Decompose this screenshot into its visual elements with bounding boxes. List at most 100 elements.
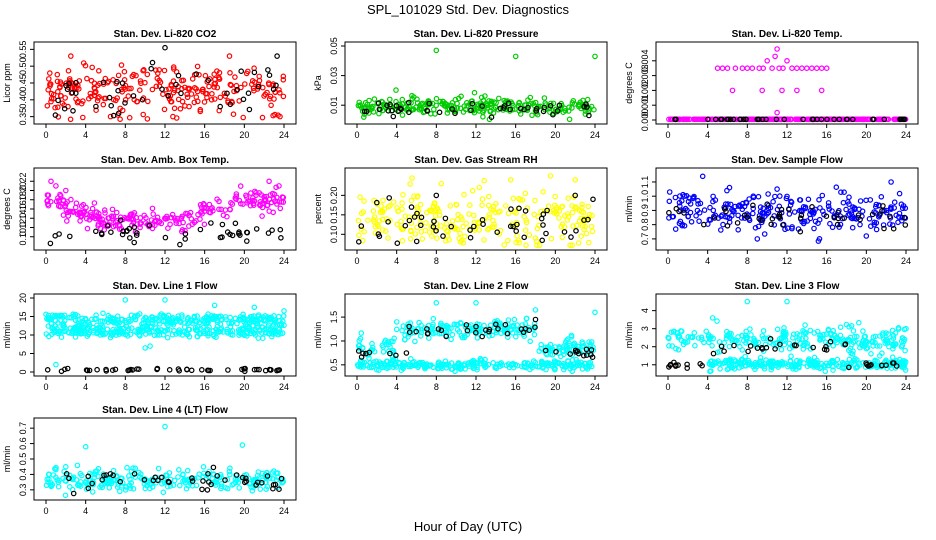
data-point [896, 190, 903, 197]
data-point [393, 87, 399, 93]
data-point [399, 237, 406, 244]
data-point [454, 216, 461, 223]
data-point [90, 214, 97, 220]
data-point [406, 214, 412, 220]
data-point [492, 321, 499, 328]
data-point [412, 338, 418, 345]
data-point [259, 470, 266, 477]
data-point [45, 76, 52, 82]
data-point [62, 324, 68, 331]
panel-ylabel: ml/min [2, 322, 12, 349]
data-point [699, 173, 706, 180]
data-point [74, 462, 81, 469]
data-point [857, 344, 863, 351]
data-point [843, 116, 850, 123]
data-point [435, 326, 442, 332]
x-tick-label: 8 [123, 506, 128, 516]
data-point [684, 365, 691, 371]
data-point [746, 359, 753, 366]
data-point [200, 463, 207, 470]
data-point [513, 228, 520, 234]
y-tick-label: 1 [640, 362, 650, 367]
data-point [774, 186, 780, 192]
data-point [791, 342, 798, 348]
data-point [438, 180, 445, 187]
data-point [517, 105, 524, 112]
data-point [147, 323, 154, 329]
y-tick-label: 0.22 [18, 172, 28, 190]
data-point [540, 189, 547, 195]
data-point [217, 313, 224, 320]
data-point [188, 216, 195, 222]
data-point [735, 339, 741, 346]
data-point [740, 116, 747, 123]
data-point [191, 313, 198, 320]
data-point [458, 237, 465, 244]
data-point [270, 112, 276, 119]
x-tick-label: 24 [901, 130, 911, 140]
data-point [240, 114, 247, 121]
data-point [538, 341, 545, 348]
data-point [579, 201, 585, 208]
data-point [788, 116, 794, 123]
data-point [200, 478, 206, 484]
data-point [195, 211, 201, 218]
data-point [433, 228, 439, 234]
data-point [110, 112, 117, 119]
data-point [592, 53, 598, 60]
data-point [687, 201, 694, 207]
data-point [876, 343, 883, 349]
data-point [82, 443, 89, 450]
data-point [903, 325, 909, 332]
data-point [831, 116, 837, 123]
data-point [259, 114, 266, 121]
data-point [578, 233, 585, 240]
data-point [108, 229, 114, 236]
data-point [371, 218, 377, 225]
data-point [376, 106, 383, 113]
data-point [759, 333, 766, 339]
data-point [189, 478, 196, 484]
data-point [120, 228, 127, 235]
data-point [185, 326, 192, 333]
data-point [364, 101, 371, 108]
data-point [487, 108, 494, 115]
data-point [170, 113, 176, 120]
data-point [370, 208, 377, 214]
x-tick-label: 24 [901, 256, 911, 266]
data-point [827, 220, 833, 227]
data-point [443, 101, 450, 108]
data-point [513, 210, 519, 216]
data-point [414, 210, 420, 217]
data-point [242, 365, 248, 372]
data-point [248, 190, 254, 196]
data-point [141, 476, 148, 483]
data-point [747, 343, 754, 349]
data-point [257, 199, 264, 205]
data-point [666, 198, 673, 205]
data-point [544, 207, 550, 214]
data-point [797, 215, 804, 221]
data-point [731, 342, 737, 349]
data-point [212, 80, 219, 87]
data-point [715, 358, 721, 364]
data-point [561, 224, 568, 230]
data-point [516, 239, 523, 246]
data-point [878, 362, 885, 369]
data-point [101, 472, 107, 479]
data-point [550, 111, 556, 118]
data-point [776, 193, 783, 199]
x-tick-label: 16 [822, 256, 832, 266]
data-point [484, 226, 491, 233]
data-point [253, 192, 259, 199]
data-point [48, 178, 54, 185]
data-point [823, 213, 830, 220]
data-point [125, 93, 132, 99]
data-point [104, 223, 111, 229]
data-point [522, 227, 529, 234]
data-point [385, 219, 391, 225]
data-point [270, 196, 277, 202]
data-point [525, 324, 532, 331]
data-point [47, 482, 54, 489]
data-point [559, 234, 566, 241]
